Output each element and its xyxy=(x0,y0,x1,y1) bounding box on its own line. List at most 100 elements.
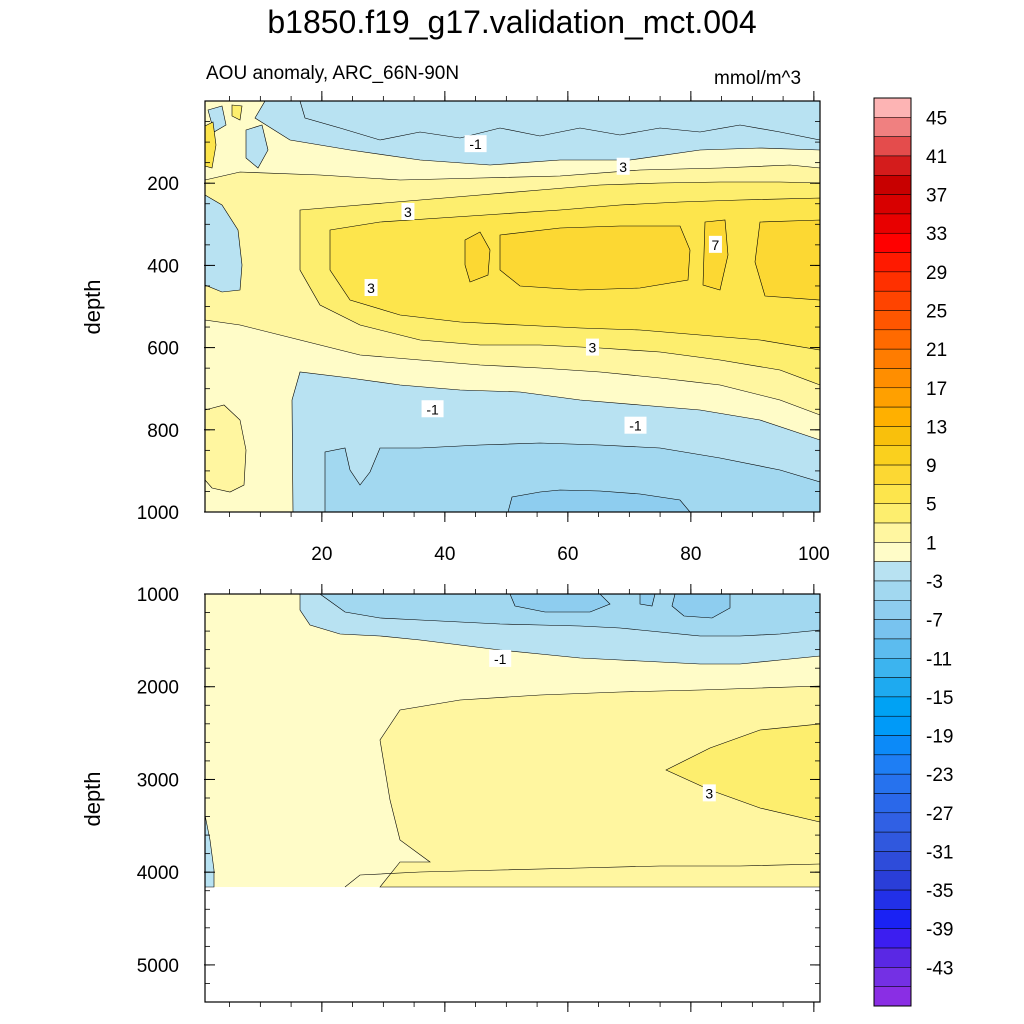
colorbar-swatch xyxy=(873,909,912,929)
colorbar-swatch xyxy=(873,967,912,987)
y-tick-label: 600 xyxy=(147,339,179,360)
x-tick-label: 40 xyxy=(434,544,455,565)
contour-label: -1 xyxy=(426,401,439,417)
colorbar-label: -3 xyxy=(926,572,943,593)
contour-label: -1 xyxy=(494,651,507,667)
colorbar-label: 29 xyxy=(926,263,947,284)
x-tick-label: 60 xyxy=(557,544,578,565)
colorbar-swatch xyxy=(873,986,912,1007)
contour-label-box xyxy=(624,416,647,434)
colorbar-swatch xyxy=(873,851,912,872)
colorbar-swatch xyxy=(873,735,912,756)
contour-label-box xyxy=(421,400,444,418)
colorbar-swatch xyxy=(873,194,912,215)
colorbar-label: 13 xyxy=(926,417,947,438)
colorbar-label: -35 xyxy=(926,881,953,902)
colorbar-swatch xyxy=(873,310,912,331)
colorbar-label: -23 xyxy=(926,765,953,786)
colorbar-swatch xyxy=(873,658,912,678)
colorbar-label: 25 xyxy=(926,302,947,323)
top-panel-field xyxy=(204,100,821,513)
colorbar-label: -11 xyxy=(926,649,952,670)
x-tick-label: 80 xyxy=(680,544,701,565)
contour-label-box xyxy=(702,784,716,802)
colorbar-swatch xyxy=(873,638,912,659)
contour-label-box xyxy=(708,235,722,253)
colorbar-swatch xyxy=(873,677,912,698)
colorbar-swatch xyxy=(873,97,912,118)
colorbar-swatch xyxy=(873,464,912,485)
colorbar-swatch xyxy=(873,271,912,292)
colorbar-swatch xyxy=(873,175,912,195)
colorbar-swatch xyxy=(873,580,912,601)
colorbar-label: 17 xyxy=(926,379,947,400)
y-tick-label: 400 xyxy=(147,256,179,277)
colorbar-label: 37 xyxy=(926,186,947,207)
colorbar-label: 41 xyxy=(926,147,947,168)
colorbar-swatch xyxy=(873,947,912,968)
colorbar-label: 33 xyxy=(926,224,947,245)
y-tick-label: 4000 xyxy=(137,863,179,884)
colorbar-label: -19 xyxy=(926,727,953,748)
colorbar-label: -15 xyxy=(926,688,953,709)
y-tick-label: 800 xyxy=(147,421,179,442)
colorbar-label: -31 xyxy=(926,842,953,863)
colorbar-label: -39 xyxy=(926,920,953,941)
colorbar-swatch xyxy=(873,368,912,389)
contour-label-box xyxy=(489,649,512,667)
colorbar-swatch xyxy=(873,831,912,852)
colorbar-swatch xyxy=(873,406,912,427)
colorbar-swatch xyxy=(873,812,912,833)
y-tick-label: 5000 xyxy=(137,956,179,977)
colorbar-swatch xyxy=(873,155,912,176)
contour-label-box xyxy=(364,279,378,297)
contour-label: -1 xyxy=(469,136,482,152)
colorbar-swatch xyxy=(873,290,912,311)
colorbar-swatch xyxy=(873,793,912,814)
colorbar-swatch xyxy=(873,715,912,736)
colorbar-label: -43 xyxy=(926,958,953,979)
colorbar-label: 1 xyxy=(926,533,937,554)
colorbar-swatch xyxy=(873,696,912,717)
y-tick-label: 200 xyxy=(147,174,179,195)
colorbar-swatch xyxy=(873,213,912,234)
contour-label: 7 xyxy=(712,237,720,253)
colorbar-swatch xyxy=(873,348,912,369)
contour-label-box xyxy=(464,135,487,153)
colorbar-swatch xyxy=(873,870,912,891)
colorbar-swatch xyxy=(873,889,912,910)
colorbar-swatch xyxy=(873,503,912,524)
colorbar-swatch xyxy=(873,445,912,466)
contour-label-box xyxy=(616,157,630,175)
contour-label: 3 xyxy=(705,785,713,801)
contour-label-layer: -1 3 3 7 3 3 -1 -1 -1 3 xyxy=(364,135,722,802)
colorbar-swatch xyxy=(873,252,912,273)
colorbar-label: -27 xyxy=(926,804,953,825)
contour-label: 3 xyxy=(404,204,412,220)
contour-label: 3 xyxy=(589,340,597,356)
contour-label: 3 xyxy=(619,159,627,175)
colorbar-label: 21 xyxy=(926,340,947,361)
y-tick-label: 2000 xyxy=(137,678,179,699)
colorbar-swatch xyxy=(873,600,912,620)
units-label: mmol/m^3 xyxy=(714,68,802,89)
bottom-panel-field xyxy=(204,593,821,1002)
chart-subtitle: AOU anomaly, ARC_66N-90N xyxy=(206,63,460,84)
contour-label-box xyxy=(401,202,415,220)
y-tick-label: 3000 xyxy=(137,770,179,791)
colorbar-swatch xyxy=(873,232,912,253)
colorbar-swatch xyxy=(873,387,912,408)
y-tick-label: 1000 xyxy=(137,585,179,606)
colorbar-swatch xyxy=(873,329,912,350)
colorbar-label: 5 xyxy=(926,495,937,516)
contour-label: -1 xyxy=(629,418,642,434)
colorbar-swatch xyxy=(873,542,912,562)
colorbar-swatch xyxy=(873,754,912,775)
colorbar-swatch xyxy=(873,117,912,137)
colorbar-swatch xyxy=(873,522,912,543)
colorbar: 45 41 37 33 29 25 21 17 13 9 5 1 -3 -7 -11 -15 -19 -23 -27… xyxy=(873,97,953,1007)
colorbar-frame xyxy=(873,97,912,1007)
colorbar-label: 9 xyxy=(926,456,937,477)
